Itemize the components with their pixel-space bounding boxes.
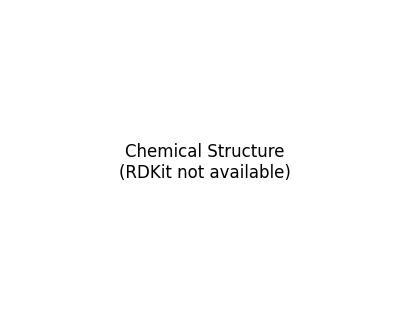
Text: Chemical Structure
(RDKit not available): Chemical Structure (RDKit not available) (119, 143, 291, 182)
